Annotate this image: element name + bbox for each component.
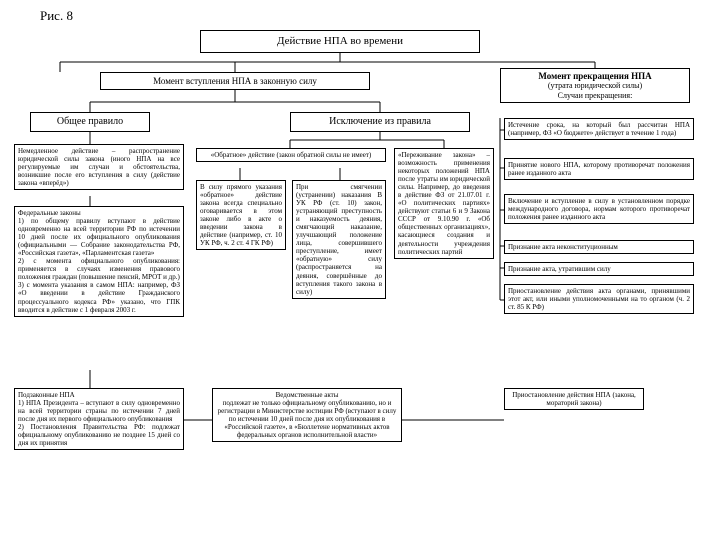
terminate-title: Момент прекращения НПА <box>503 71 687 81</box>
terminate-sub: (утрата юридической силы) Случаи прекращ… <box>503 81 687 99</box>
agency-box: Ведомственные акты подлежат не только оф… <box>212 388 402 442</box>
retro-right-box: При смягчении (устранении) наказания В У… <box>292 180 386 299</box>
exception-box: Исключение из правила <box>290 112 470 132</box>
term-5: Признание акта, утратившим силу <box>504 262 694 276</box>
general-rule-box: Общее правило <box>30 112 150 132</box>
figure-label: Рис. 8 <box>40 8 73 24</box>
term-7: Приостановление действия НПА (закона, мо… <box>504 388 644 410</box>
survive-box: «Переживание закона» – возможность приме… <box>394 148 494 259</box>
term-3: Включение и вступление в силу в установл… <box>504 194 694 224</box>
term-1: Истечение срока, на который был рассчита… <box>504 118 694 140</box>
root-box: Действие НПА во времени <box>200 30 480 53</box>
term-4: Признание акта неконституционным <box>504 240 694 254</box>
retro-left-box: В силу прямого указания «обратное» дейст… <box>196 180 286 250</box>
term-6: Приостановление действия акта органами, … <box>504 284 694 314</box>
entry-box: Момент вступления НПА в законную силу <box>100 72 370 90</box>
immediate-box: Немедленное действие – распространение ю… <box>14 144 184 190</box>
retro-box: «Обратное» действие (закон обратной силы… <box>196 148 386 162</box>
sub-npa-box: Подзаконные НПА 1) НПА Президента – всту… <box>14 388 184 450</box>
federal-laws-box: Федеральные законы 1) по общему правилу … <box>14 206 184 317</box>
term-2: Принятие нового НПА, которому противореч… <box>504 158 694 180</box>
terminate-box: Момент прекращения НПА (утрата юридическ… <box>500 68 690 103</box>
